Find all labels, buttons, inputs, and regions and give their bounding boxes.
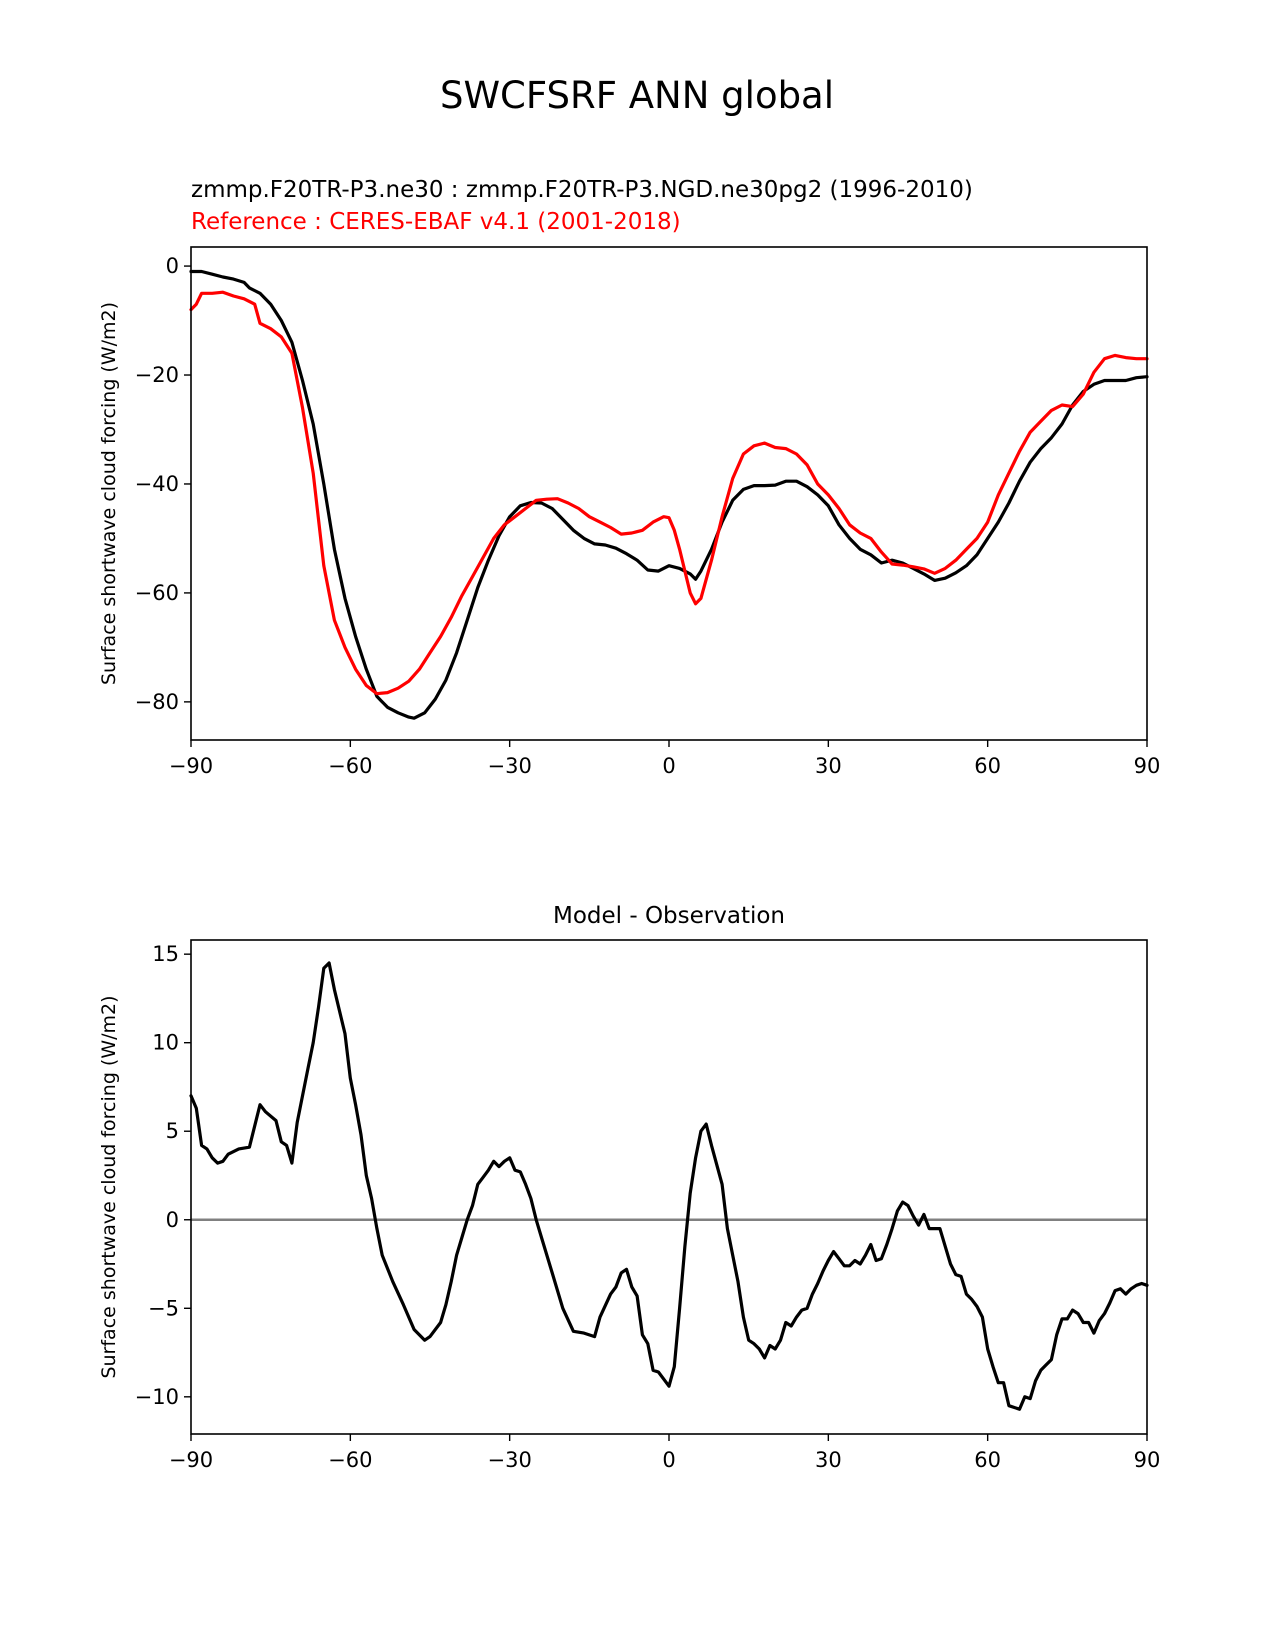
y-tick-label: 0 bbox=[166, 1208, 179, 1232]
x-tick-label: −90 bbox=[169, 754, 213, 778]
x-tick-label: −30 bbox=[488, 754, 532, 778]
reference-subtitle: Reference : CERES-EBAF v4.1 (2001-2018) bbox=[191, 209, 681, 235]
x-tick-label: −90 bbox=[169, 1448, 213, 1472]
x-tick-label: 60 bbox=[974, 754, 1001, 778]
series-line-0 bbox=[189, 961, 1149, 1411]
x-tick-label: 0 bbox=[662, 754, 675, 778]
x-tick-label: −60 bbox=[328, 754, 372, 778]
y-tick-label: −10 bbox=[135, 1385, 179, 1409]
y-axis-label: Surface shortwave cloud forcing (W/m2) bbox=[98, 995, 120, 1378]
y-tick-label: −20 bbox=[135, 363, 179, 387]
x-tick-label: 30 bbox=[815, 1448, 842, 1472]
y-tick-label: 15 bbox=[152, 942, 179, 966]
y-tick-label: −80 bbox=[135, 690, 179, 714]
y-axis-label: Surface shortwave cloud forcing (W/m2) bbox=[98, 302, 120, 685]
test-subtitle: zmmp.F20TR-P3.ne30 : zmmp.F20TR-P3.NGD.n… bbox=[191, 177, 973, 203]
series-line-1 bbox=[189, 290, 1149, 696]
x-tick-label: 60 bbox=[974, 1448, 1001, 1472]
x-tick-label: 0 bbox=[662, 1448, 675, 1472]
figure-title: SWCFSRF ANN global bbox=[440, 74, 834, 117]
top-line-chart: −90 −60 −30 0 30 60 90 0 −20 −40 −60 −80 Surface sho… bbox=[98, 246, 1161, 778]
x-tick-label: 30 bbox=[815, 754, 842, 778]
bottom-chart-title: Model - Observation bbox=[553, 903, 785, 929]
y-tick-label: 0 bbox=[166, 254, 179, 278]
y-tick-label: 10 bbox=[152, 1031, 179, 1055]
y-tick-label: −5 bbox=[148, 1296, 179, 1320]
series-line-0 bbox=[189, 269, 1149, 720]
x-tick-label: −60 bbox=[328, 1448, 372, 1472]
y-tick-label: −40 bbox=[135, 472, 179, 496]
bottom-line-chart: −90 −60 −30 0 30 60 90 15 10 5 0 −5 −10 Surface short… bbox=[98, 939, 1161, 1472]
x-tick-label: 90 bbox=[1134, 1448, 1161, 1472]
y-tick-label: 5 bbox=[166, 1119, 179, 1143]
x-tick-label: 90 bbox=[1134, 754, 1161, 778]
y-tick-label: −60 bbox=[135, 581, 179, 605]
x-tick-label: −30 bbox=[488, 1448, 532, 1472]
